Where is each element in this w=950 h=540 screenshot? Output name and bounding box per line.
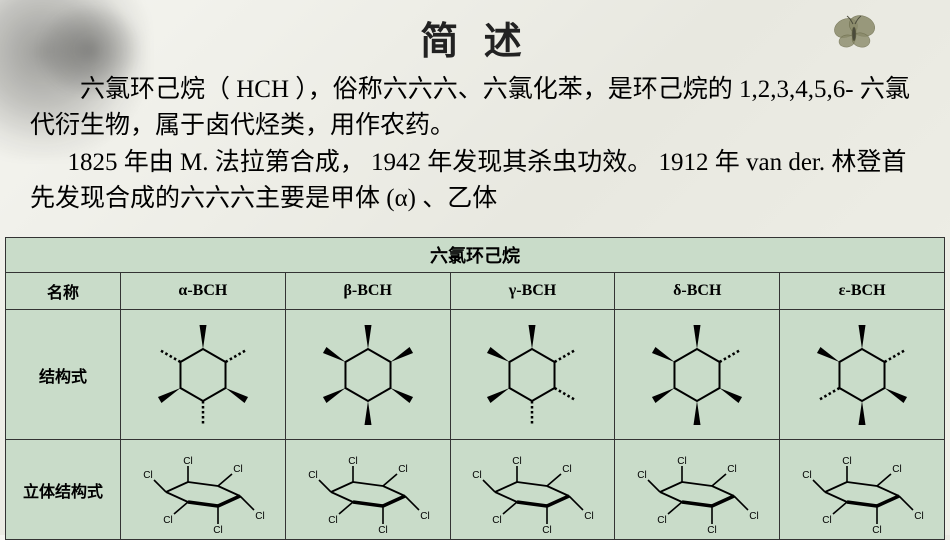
svg-text:Cl: Cl: [328, 515, 337, 526]
stereo-epsilon: Cl Cl Cl Cl Cl Cl: [780, 440, 945, 540]
paragraph-1: 六氯环己烷（ HCH ），俗称六六六、六氯化苯，是环己烷的 1,2,3,4,5,…: [30, 72, 920, 145]
svg-text:Cl: Cl: [255, 511, 264, 522]
row-header-structure: 结构式: [6, 310, 121, 440]
svg-text:Cl: Cl: [143, 470, 152, 481]
row-header-name: 名称: [6, 273, 121, 310]
row-header-stereo: 立体结构式: [6, 440, 121, 540]
svg-text:Cl: Cl: [658, 515, 667, 526]
svg-text:Cl: Cl: [914, 511, 923, 522]
table-title: 六氯环己烷: [6, 238, 945, 273]
stereo-beta: Cl Cl Cl Cl Cl Cl: [285, 440, 450, 540]
stereo-gamma: Cl Cl Cl Cl Cl Cl: [450, 440, 615, 540]
isomer-table: 六氯环己烷 名称 α-BCH β-BCH γ-BCH δ-BCH ε-BCH 结…: [5, 237, 945, 540]
svg-text:Cl: Cl: [398, 464, 407, 475]
svg-text:Cl: Cl: [708, 525, 717, 536]
svg-text:Cl: Cl: [473, 470, 482, 481]
butterfly-icon: [828, 12, 880, 56]
svg-text:Cl: Cl: [308, 470, 317, 481]
col-alpha: α-BCH: [121, 273, 286, 310]
col-epsilon: ε-BCH: [780, 273, 945, 310]
struct-epsilon: [780, 310, 945, 440]
struct-beta: [285, 310, 450, 440]
stereo-alpha: Cl Cl Cl Cl Cl Cl: [121, 440, 286, 540]
svg-text:Cl: Cl: [638, 470, 647, 481]
svg-text:Cl: Cl: [543, 525, 552, 536]
svg-text:Cl: Cl: [420, 511, 429, 522]
svg-text:Cl: Cl: [822, 515, 831, 526]
col-beta: β-BCH: [285, 273, 450, 310]
svg-text:Cl: Cl: [163, 515, 172, 526]
body-text: 六氯环己烷（ HCH ），俗称六六六、六氯化苯，是环己烷的 1,2,3,4,5,…: [30, 72, 920, 217]
svg-text:Cl: Cl: [750, 511, 759, 522]
stereo-delta: Cl Cl Cl Cl Cl Cl: [615, 440, 780, 540]
svg-text:Cl: Cl: [563, 464, 572, 475]
svg-text:Cl: Cl: [183, 456, 192, 467]
struct-alpha: [121, 310, 286, 440]
svg-text:Cl: Cl: [842, 456, 851, 467]
svg-text:Cl: Cl: [348, 456, 357, 467]
svg-text:Cl: Cl: [678, 456, 687, 467]
svg-text:Cl: Cl: [233, 464, 242, 475]
svg-text:Cl: Cl: [892, 464, 901, 475]
svg-text:Cl: Cl: [213, 525, 222, 536]
svg-text:Cl: Cl: [802, 470, 811, 481]
struct-delta: [615, 310, 780, 440]
svg-text:Cl: Cl: [378, 525, 387, 536]
svg-text:Cl: Cl: [728, 464, 737, 475]
page-title: 简 述: [0, 10, 950, 65]
svg-text:Cl: Cl: [585, 511, 594, 522]
col-gamma: γ-BCH: [450, 273, 615, 310]
svg-text:Cl: Cl: [872, 525, 881, 536]
paragraph-2: 1825 年由 M. 法拉第合成， 1942 年发现其杀虫功效。 1912 年 …: [30, 145, 920, 218]
struct-gamma: [450, 310, 615, 440]
svg-text:Cl: Cl: [493, 515, 502, 526]
col-delta: δ-BCH: [615, 273, 780, 310]
svg-text:Cl: Cl: [513, 456, 522, 467]
